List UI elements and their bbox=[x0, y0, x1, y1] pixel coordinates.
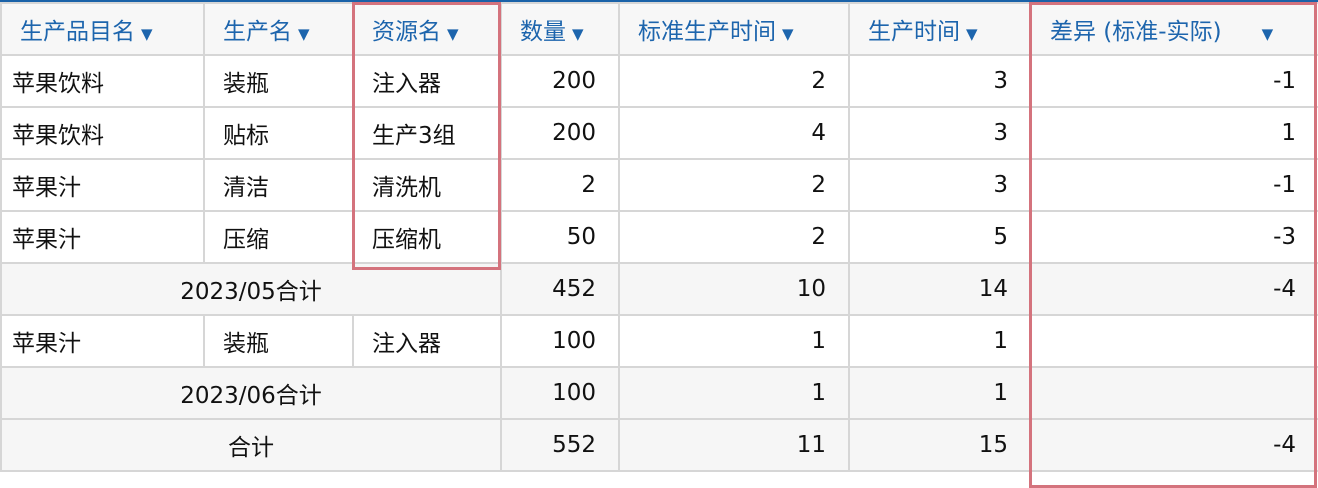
cell-actual: 3 bbox=[848, 158, 1032, 212]
cell-process: 压缩 bbox=[203, 210, 354, 264]
cell-qty: 200 bbox=[500, 106, 620, 160]
cell-diff: 1 bbox=[1030, 106, 1318, 160]
cell-std: 4 bbox=[618, 106, 850, 160]
cell-actual: 1 bbox=[848, 314, 1032, 368]
cell-resource: 压缩机 bbox=[352, 210, 502, 264]
cell-resource: 清洗机 bbox=[352, 158, 502, 212]
sort-dropdown-icon[interactable]: ▼ bbox=[1261, 25, 1274, 43]
total-row: 合计 552 11 15 -4 bbox=[0, 418, 1318, 472]
cell-std: 2 bbox=[618, 210, 850, 264]
cell-process: 清洁 bbox=[203, 158, 354, 212]
cell-qty: 100 bbox=[500, 314, 620, 368]
sort-dropdown-icon[interactable]: ▼ bbox=[298, 25, 310, 43]
subtotal-row: 2023/05合计 452 10 14 -4 bbox=[0, 262, 1318, 316]
cell-std: 1 bbox=[618, 366, 850, 420]
cell-diff bbox=[1030, 366, 1318, 420]
cell-item: 苹果汁 bbox=[0, 314, 205, 368]
cell-process: 装瓶 bbox=[203, 54, 354, 108]
cell-actual: 14 bbox=[848, 262, 1032, 316]
cell-std: 1 bbox=[618, 314, 850, 368]
cell-qty: 50 bbox=[500, 210, 620, 264]
cell-actual: 3 bbox=[848, 54, 1032, 108]
cell-qty: 100 bbox=[500, 366, 620, 420]
col-header-process[interactable]: 生产名 ▼ bbox=[203, 2, 354, 56]
cell-process: 装瓶 bbox=[203, 314, 354, 368]
cell-qty: 552 bbox=[500, 418, 620, 472]
col-header-diff[interactable]: 差异 (标准-实际) ▼ bbox=[1030, 2, 1318, 56]
cell-actual: 3 bbox=[848, 106, 1032, 160]
cell-resource: 生产3组 bbox=[352, 106, 502, 160]
cell-resource: 注入器 bbox=[352, 54, 502, 108]
col-header-item[interactable]: 生产品目名 ▼ bbox=[0, 2, 205, 56]
sort-dropdown-icon[interactable]: ▼ bbox=[966, 25, 978, 43]
cell-qty: 452 bbox=[500, 262, 620, 316]
cell-item: 苹果汁 bbox=[0, 210, 205, 264]
table-row: 苹果汁 装瓶 注入器 100 1 1 bbox=[0, 314, 1318, 368]
cell-item: 苹果饮料 bbox=[0, 54, 205, 108]
cell-std: 2 bbox=[618, 54, 850, 108]
cell-actual: 15 bbox=[848, 418, 1032, 472]
table-row: 苹果饮料 贴标 生产3组 200 4 3 1 bbox=[0, 106, 1318, 160]
sort-dropdown-icon[interactable]: ▼ bbox=[141, 25, 153, 43]
cell-diff bbox=[1030, 314, 1318, 368]
cell-qty: 200 bbox=[500, 54, 620, 108]
cell-actual: 5 bbox=[848, 210, 1032, 264]
sort-dropdown-icon[interactable]: ▼ bbox=[572, 25, 584, 43]
cell-diff: -1 bbox=[1030, 54, 1318, 108]
col-header-qty[interactable]: 数量 ▼ bbox=[500, 2, 620, 56]
total-label: 合计 bbox=[0, 418, 502, 472]
cell-actual: 1 bbox=[848, 366, 1032, 420]
cell-std: 11 bbox=[618, 418, 850, 472]
cell-resource: 注入器 bbox=[352, 314, 502, 368]
cell-qty: 2 bbox=[500, 158, 620, 212]
subtotal-row: 2023/06合计 100 1 1 bbox=[0, 366, 1318, 420]
sort-dropdown-icon[interactable]: ▼ bbox=[782, 25, 794, 43]
cell-diff: -3 bbox=[1030, 210, 1318, 264]
cell-diff: -1 bbox=[1030, 158, 1318, 212]
table-row: 苹果汁 压缩 压缩机 50 2 5 -3 bbox=[0, 210, 1318, 264]
cell-std: 10 bbox=[618, 262, 850, 316]
cell-diff: -4 bbox=[1030, 418, 1318, 472]
cell-item: 苹果饮料 bbox=[0, 106, 205, 160]
sort-dropdown-icon[interactable]: ▼ bbox=[447, 25, 459, 43]
table-row: 苹果汁 清洁 清洗机 2 2 3 -1 bbox=[0, 158, 1318, 212]
table-top-border bbox=[0, 0, 1318, 3]
cell-item: 苹果汁 bbox=[0, 158, 205, 212]
subtotal-label: 2023/05合计 bbox=[0, 262, 502, 316]
cell-process: 贴标 bbox=[203, 106, 354, 160]
table-row: 苹果饮料 装瓶 注入器 200 2 3 -1 bbox=[0, 54, 1318, 108]
col-header-actual-time[interactable]: 生产时间 ▼ bbox=[848, 2, 1032, 56]
subtotal-label: 2023/06合计 bbox=[0, 366, 502, 420]
header-row: 生产品目名 ▼ 生产名 ▼ 资源名 ▼ 数量 ▼ 标准生产时间 ▼ 生产时间 ▼ 差异 (标… bbox=[0, 2, 1318, 56]
col-header-std-time[interactable]: 标准生产时间 ▼ bbox=[618, 2, 850, 56]
cell-std: 2 bbox=[618, 158, 850, 212]
cell-diff: -4 bbox=[1030, 262, 1318, 316]
col-header-resource[interactable]: 资源名 ▼ bbox=[352, 2, 502, 56]
production-table: 生产品目名 ▼ 生产名 ▼ 资源名 ▼ 数量 ▼ 标准生产时间 ▼ 生产时间 ▼ 差异 (标… bbox=[0, 2, 1318, 472]
